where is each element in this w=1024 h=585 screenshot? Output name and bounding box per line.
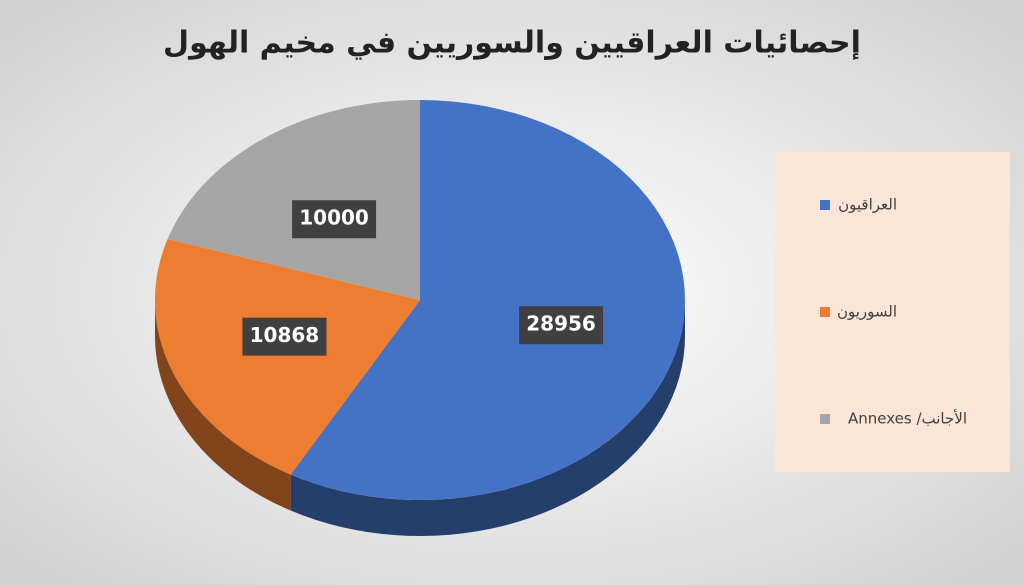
slice (155, 239, 421, 475)
slice-side (290, 300, 685, 536)
slice (167, 100, 420, 300)
label-box (292, 200, 377, 239)
label-box (519, 306, 604, 345)
legend-marker (820, 200, 830, 210)
legend-marker (820, 414, 830, 424)
legend-label: العراقيون (838, 196, 897, 214)
value-label: 10868 (250, 323, 320, 347)
legend-label: الأجانب/ Annexes (848, 409, 967, 428)
value-label: 10000 (299, 206, 369, 230)
chart-title: إحصائيات العراقيين والسوريين في مخيم اله… (163, 26, 861, 61)
value-label: 28956 (526, 312, 596, 336)
slice (290, 100, 685, 500)
label-box (242, 317, 327, 356)
legend-marker (820, 307, 830, 317)
slice-side (155, 300, 291, 511)
legend-label: السوريون (837, 303, 897, 321)
legend-box (775, 152, 1010, 472)
